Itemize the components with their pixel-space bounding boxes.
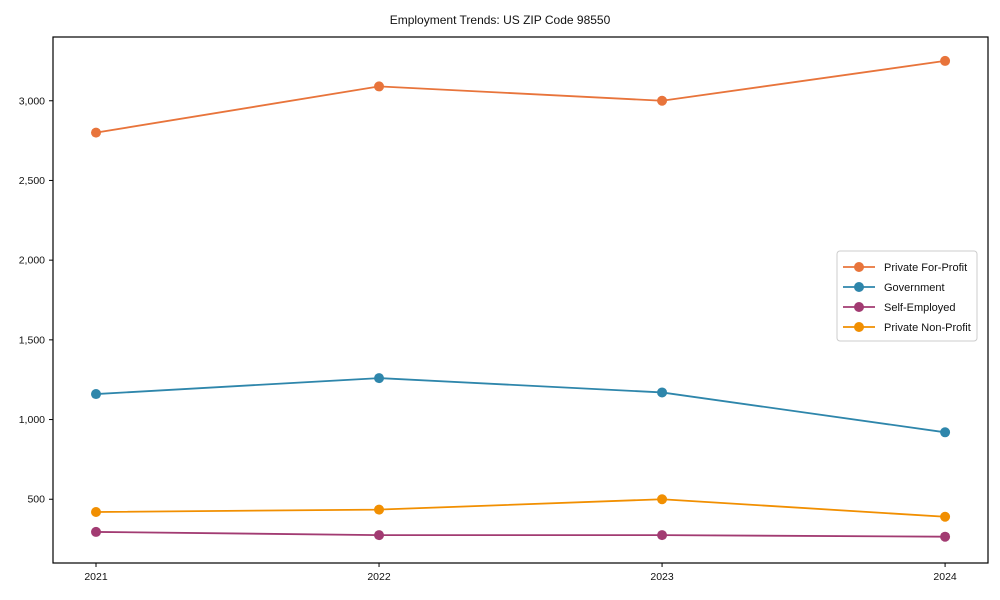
y-tick-label: 3,000 <box>19 95 45 107</box>
data-point-self-employed-2022 <box>374 530 385 541</box>
y-tick-label: 1,500 <box>19 334 45 346</box>
legend-marker-government <box>854 282 864 292</box>
legend-marker-private-non-profit <box>854 322 864 332</box>
data-point-government-2023 <box>657 387 668 398</box>
y-tick-label: 1,000 <box>19 414 45 426</box>
y-tick-label: 2,000 <box>19 255 45 267</box>
data-point-private-non-profit-2024 <box>940 511 951 522</box>
chart-title: Employment Trends: US ZIP Code 98550 <box>389 13 611 27</box>
data-point-private-for-profit-2022 <box>374 81 385 92</box>
x-tick-label: 2024 <box>933 571 957 583</box>
data-point-government-2021 <box>91 389 102 400</box>
data-point-private-non-profit-2023 <box>657 494 668 505</box>
x-tick-label: 2022 <box>367 571 391 583</box>
data-point-government-2024 <box>940 427 951 438</box>
data-point-private-for-profit-2024 <box>940 55 951 66</box>
series-line-government <box>95 377 946 434</box>
series-line-private-non-profit <box>95 498 946 518</box>
legend-label-government: Government <box>884 282 945 294</box>
data-point-private-for-profit-2023 <box>657 95 668 106</box>
plot-border <box>52 36 989 564</box>
legend-label-private-for-profit: Private For-Profit <box>884 262 967 274</box>
y-tick-label: 2,500 <box>19 175 45 187</box>
data-point-self-employed-2023 <box>657 530 668 541</box>
legend-box <box>836 250 978 342</box>
x-tick-label: 2021 <box>84 571 108 583</box>
data-point-government-2022 <box>374 373 385 384</box>
legend-label-self-employed: Self-Employed <box>884 302 956 314</box>
y-tick-label: 500 <box>27 494 45 506</box>
data-point-private-non-profit-2021 <box>91 506 102 517</box>
data-point-self-employed-2021 <box>91 526 102 537</box>
x-tick-label: 2023 <box>650 571 674 583</box>
series-line-private-for-profit <box>95 60 946 134</box>
legend-label-private-non-profit: Private Non-Profit <box>884 322 971 334</box>
data-point-private-non-profit-2022 <box>374 504 385 515</box>
series-line-self-employed <box>95 531 946 538</box>
legend-marker-self-employed <box>854 302 864 312</box>
data-point-self-employed-2024 <box>940 531 951 542</box>
data-point-private-for-profit-2021 <box>91 127 102 138</box>
legend-marker-private-for-profit <box>854 262 864 272</box>
